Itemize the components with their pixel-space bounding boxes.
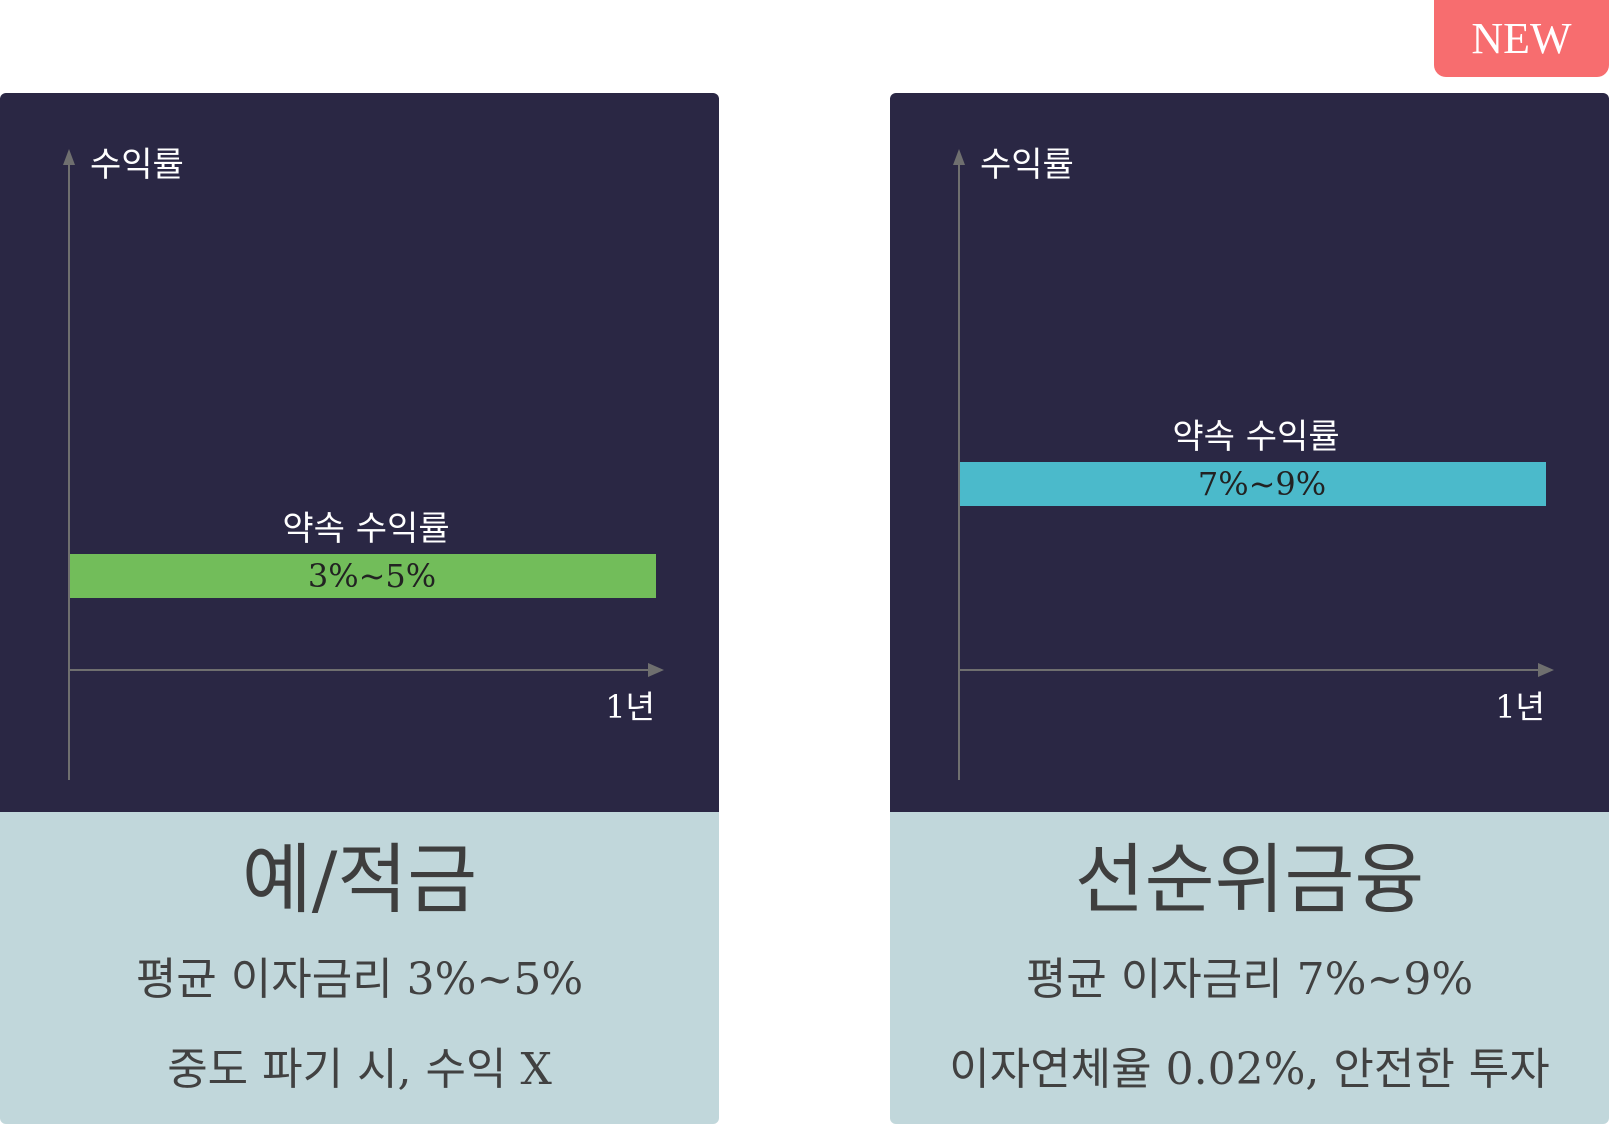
bar-value-label: 7%~9%	[1198, 465, 1326, 503]
chart-background	[0, 93, 719, 812]
card-note-text: 중도 파기 시, 수익 X	[167, 1044, 552, 1095]
bar-caption: 약속 수익률	[1172, 417, 1339, 457]
card-title: 선순위금융	[1074, 835, 1425, 924]
chart-savings: 수익률 1년 약속 수익률 3%~5%	[0, 93, 719, 812]
info-senior-finance: 선순위금융 평균 이자금리 7%~9% 이자연체율 0.02%, 안전한 투자	[890, 812, 1609, 1124]
y-axis-arrow	[63, 149, 75, 165]
card-title: 예/적금	[241, 835, 478, 924]
bar-caption: 약속 수익률	[282, 509, 449, 549]
chart-senior-finance: 수익률 1년 약속 수익률 7%~9%	[890, 93, 1609, 812]
y-axis-label: 수익률	[90, 145, 184, 185]
x-axis-arrow	[1538, 663, 1554, 677]
card-note-text: 이자연체율 0.02%, 안전한 투자	[949, 1044, 1550, 1095]
chart-senior-finance-svg: 수익률 1년 약속 수익률 7%~9%	[890, 93, 1609, 812]
card-rate-text: 평균 이자금리 3%~5%	[135, 954, 584, 1005]
x-axis-arrow	[648, 663, 664, 677]
promised-return-bar	[960, 462, 1546, 506]
y-axis-label: 수익률	[980, 145, 1074, 185]
chart-background	[890, 93, 1609, 812]
chart-savings-svg: 수익률 1년 약속 수익률 3%~5%	[0, 93, 719, 812]
x-axis-tick-label: 1년	[605, 688, 655, 726]
card-savings: 수익률 1년 약속 수익률 3%~5% 예/적금 평균 이자금리 3%~5% 중…	[0, 93, 719, 1124]
y-axis-arrow	[953, 149, 965, 165]
x-axis-tick-label: 1년	[1495, 688, 1545, 726]
new-badge: NEW	[1434, 0, 1609, 77]
promised-return-bar	[70, 554, 656, 598]
card-senior-finance: 수익률 1년 약속 수익률 7%~9% 선순위금융 평균 이자금리 7%~9% …	[890, 93, 1609, 1124]
info-savings: 예/적금 평균 이자금리 3%~5% 중도 파기 시, 수익 X	[0, 812, 719, 1124]
card-rate-text: 평균 이자금리 7%~9%	[1025, 954, 1474, 1005]
bar-value-label: 3%~5%	[308, 557, 436, 595]
